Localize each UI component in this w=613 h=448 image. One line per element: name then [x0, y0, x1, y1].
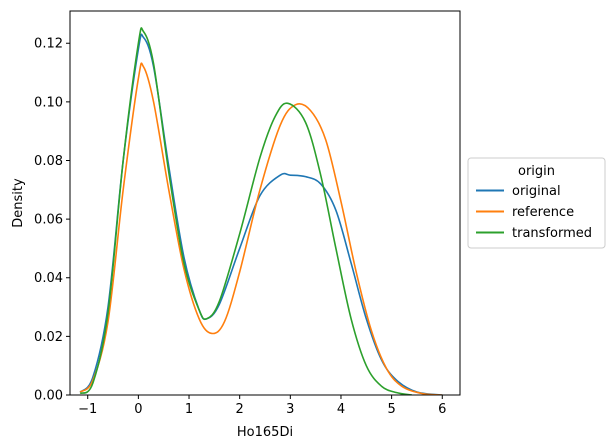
y-tick-label: 0.06 — [34, 213, 63, 228]
y-tick-label: 0.08 — [34, 154, 63, 169]
y-tick-label: 0.04 — [34, 271, 63, 286]
x-tick-label: 3 — [286, 402, 294, 417]
y-tick-label: 0.00 — [34, 389, 63, 404]
x-tick-label: 2 — [236, 402, 244, 417]
y-axis: 0.00 0.02 0.04 0.06 0.08 0.10 0.12 — [34, 37, 70, 404]
y-tick-label: 0.12 — [34, 37, 63, 52]
x-tick-label: 0 — [134, 402, 142, 417]
series-line-original — [79, 33, 443, 395]
x-tick-label: 4 — [337, 402, 345, 417]
x-tick-label: −1 — [78, 402, 97, 417]
legend-box — [467, 157, 606, 249]
x-axis: −1 0 1 2 3 4 5 6 — [78, 395, 446, 417]
legend: origin original reference transformed — [467, 157, 606, 249]
x-tick-label: 1 — [185, 402, 193, 417]
legend-title: origin — [518, 164, 555, 179]
legend-label-reference: reference — [512, 205, 574, 220]
series-line-reference — [79, 62, 443, 395]
legend-label-transformed: transformed — [512, 226, 592, 241]
y-tick-label: 0.10 — [34, 95, 63, 110]
series-layer — [79, 27, 443, 395]
y-tick-label: 0.02 — [34, 330, 63, 345]
y-axis-label: Density — [11, 178, 26, 228]
x-axis-label: Ho165Di — [237, 425, 293, 440]
plot-frame — [69, 10, 461, 396]
legend-label-original: original — [512, 184, 561, 199]
series-line-transformed — [79, 27, 413, 395]
x-tick-label: 5 — [387, 402, 395, 417]
x-tick-label: 6 — [438, 402, 446, 417]
legend-items: original reference transformed — [476, 184, 592, 241]
